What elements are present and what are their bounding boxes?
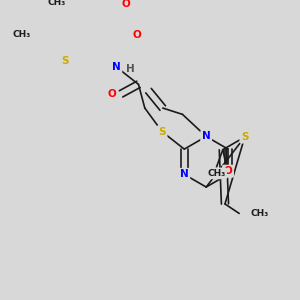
Text: CH₃: CH₃ — [12, 30, 30, 39]
Text: CH₃: CH₃ — [250, 209, 268, 218]
Text: S: S — [158, 127, 166, 137]
Text: S: S — [61, 56, 69, 66]
Text: CH₃: CH₃ — [48, 0, 66, 8]
Text: CH₃: CH₃ — [207, 169, 226, 178]
Text: H: H — [126, 64, 135, 74]
Text: N: N — [180, 169, 189, 179]
Text: O: O — [122, 0, 130, 9]
Text: O: O — [107, 89, 116, 99]
Text: N: N — [202, 131, 211, 142]
Text: S: S — [241, 132, 248, 142]
Text: O: O — [133, 30, 141, 40]
Text: O: O — [224, 166, 233, 176]
Text: N: N — [112, 62, 121, 72]
